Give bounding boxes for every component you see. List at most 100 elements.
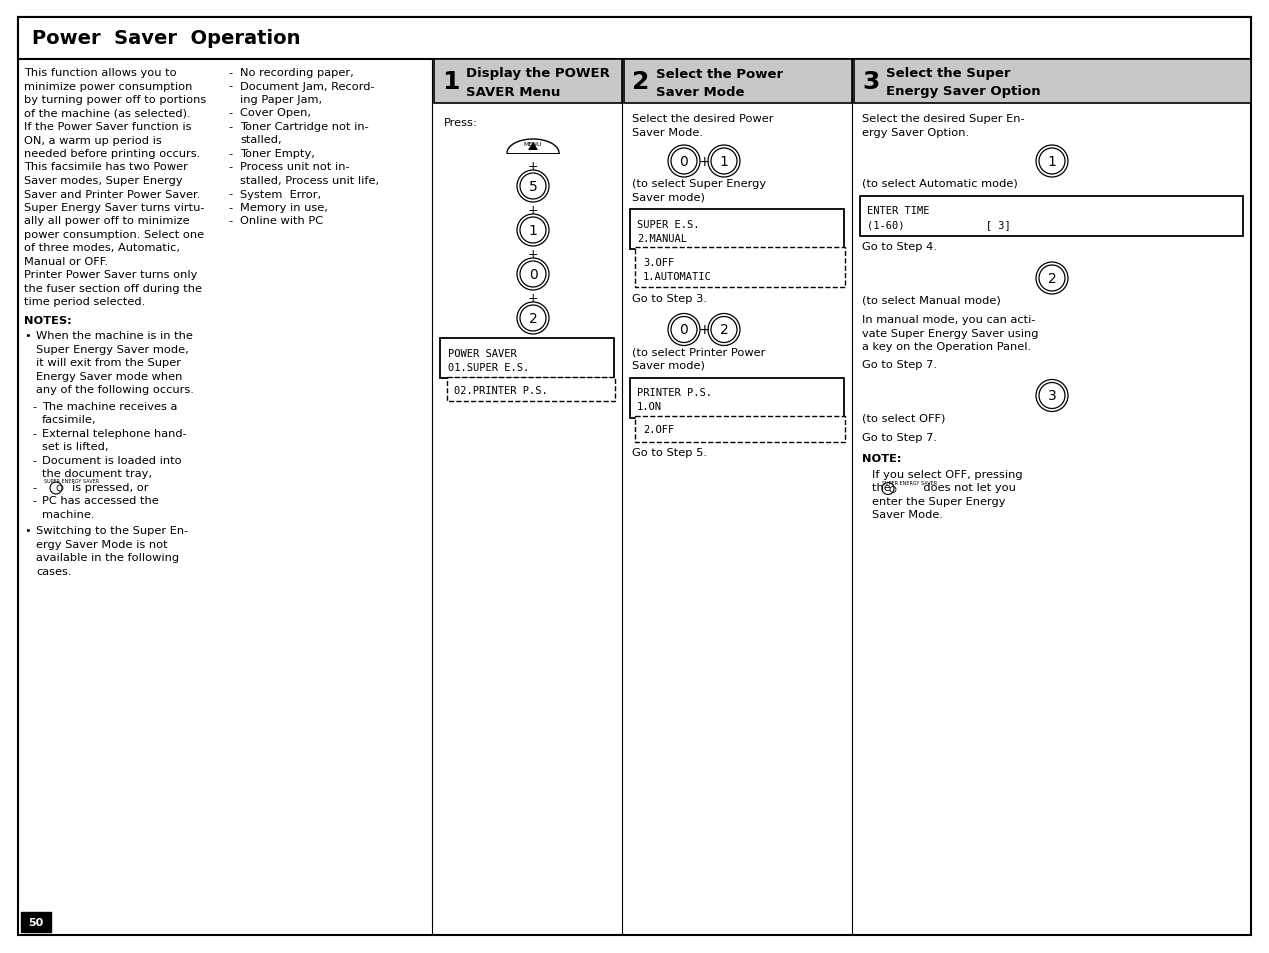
FancyBboxPatch shape: [860, 196, 1244, 236]
FancyBboxPatch shape: [18, 18, 1251, 935]
Text: 02.PRINTER P.S.: 02.PRINTER P.S.: [454, 386, 548, 395]
Text: SAVER Menu: SAVER Menu: [466, 86, 561, 98]
Text: 0: 0: [680, 154, 688, 169]
Text: Go to Step 3.: Go to Step 3.: [632, 294, 707, 304]
Text: (to select Printer Power: (to select Printer Power: [632, 347, 765, 357]
Text: needed before printing occurs.: needed before printing occurs.: [24, 149, 201, 159]
Text: Power  Saver  Operation: Power Saver Operation: [32, 30, 301, 49]
Text: Select the desired Super En-: Select the desired Super En-: [862, 113, 1024, 124]
Text: by turning power off to portions: by turning power off to portions: [24, 95, 207, 105]
Text: the         does not let you: the does not let you: [872, 483, 1016, 493]
Text: Memory in use,: Memory in use,: [240, 203, 327, 213]
FancyBboxPatch shape: [624, 60, 851, 104]
Text: Select the Super: Select the Super: [886, 68, 1010, 80]
Text: (1-60)             [ 3]: (1-60) [ 3]: [867, 220, 1010, 231]
Text: This facsimile has two Power: This facsimile has two Power: [24, 162, 188, 172]
Text: When the machine is in the: When the machine is in the: [36, 331, 193, 341]
Text: ally all power off to minimize: ally all power off to minimize: [24, 216, 189, 226]
Text: PRINTER P.S.: PRINTER P.S.: [637, 388, 712, 398]
Text: Select the desired Power: Select the desired Power: [632, 113, 774, 124]
Text: 3: 3: [862, 70, 879, 94]
Text: POWER SAVER: POWER SAVER: [448, 349, 516, 358]
Text: Document Jam, Record-: Document Jam, Record-: [240, 81, 374, 91]
Text: -: -: [228, 68, 232, 78]
Text: Saver and Printer Power Saver.: Saver and Printer Power Saver.: [24, 190, 201, 199]
Text: of three modes, Automatic,: of three modes, Automatic,: [24, 243, 180, 253]
Text: PC has accessed the: PC has accessed the: [42, 496, 159, 506]
Text: Process unit not in-: Process unit not in-: [240, 162, 350, 172]
Text: -: -: [228, 149, 232, 159]
Text: Saver modes, Super Energy: Saver modes, Super Energy: [24, 175, 183, 186]
Text: cases.: cases.: [36, 566, 71, 577]
Text: No recording paper,: No recording paper,: [240, 68, 354, 78]
Text: Go to Step 5.: Go to Step 5.: [632, 448, 707, 458]
Text: Online with PC: Online with PC: [240, 216, 324, 226]
Text: -: -: [32, 496, 36, 506]
Text: +: +: [528, 292, 538, 305]
FancyBboxPatch shape: [434, 60, 622, 104]
Text: If you select OFF, pressing: If you select OFF, pressing: [872, 470, 1023, 479]
Text: a key on the Operation Panel.: a key on the Operation Panel.: [862, 342, 1032, 352]
Text: Press:: Press:: [444, 118, 477, 128]
Text: NOTES:: NOTES:: [24, 315, 72, 326]
Text: Super Energy Saver turns virtu-: Super Energy Saver turns virtu-: [24, 203, 204, 213]
Text: SUPER ENERGY SAVER: SUPER ENERGY SAVER: [882, 481, 937, 486]
Text: 1: 1: [442, 70, 459, 94]
Text: SUPER E.S.: SUPER E.S.: [637, 220, 699, 230]
FancyBboxPatch shape: [629, 210, 844, 250]
Text: •: •: [24, 526, 30, 536]
Text: 2: 2: [720, 323, 728, 337]
Text: ON, a warm up period is: ON, a warm up period is: [24, 135, 161, 146]
Text: 3: 3: [1048, 389, 1056, 403]
Text: 01.SUPER E.S.: 01.SUPER E.S.: [448, 363, 529, 373]
Text: If the Power Saver function is: If the Power Saver function is: [24, 122, 192, 132]
Text: -: -: [228, 109, 232, 118]
Text: •: •: [24, 331, 30, 341]
Text: -: -: [32, 429, 36, 438]
Text: 0: 0: [529, 268, 537, 282]
Text: Saver mode): Saver mode): [632, 193, 704, 202]
Text: facsimile,: facsimile,: [42, 416, 96, 425]
Text: stalled,: stalled,: [240, 135, 282, 146]
Text: minimize power consumption: minimize power consumption: [24, 81, 193, 91]
Text: 1: 1: [1048, 154, 1056, 169]
Text: Switching to the Super En-: Switching to the Super En-: [36, 526, 188, 536]
Text: SUPER ENERGY SAVER: SUPER ENERGY SAVER: [44, 478, 99, 483]
Text: ing Paper Jam,: ing Paper Jam,: [240, 95, 322, 105]
Text: 1.ON: 1.ON: [637, 402, 662, 412]
Text: -: -: [32, 482, 36, 493]
Text: enter the Super Energy: enter the Super Energy: [872, 497, 1005, 506]
FancyBboxPatch shape: [447, 377, 615, 401]
Text: (to select OFF): (to select OFF): [862, 413, 945, 423]
FancyBboxPatch shape: [440, 338, 614, 378]
Text: Saver Mode.: Saver Mode.: [872, 510, 943, 520]
Text: Super Energy Saver mode,: Super Energy Saver mode,: [36, 345, 189, 355]
Text: ENTER TIME: ENTER TIME: [867, 206, 929, 216]
Text: ergy Saver Option.: ergy Saver Option.: [862, 128, 970, 137]
Text: -: -: [32, 401, 36, 412]
Text: vate Super Energy Saver using: vate Super Energy Saver using: [862, 329, 1038, 338]
Text: 2.MANUAL: 2.MANUAL: [637, 233, 687, 244]
Text: -: -: [228, 216, 232, 226]
Text: +: +: [528, 248, 538, 261]
Text: power consumption. Select one: power consumption. Select one: [24, 230, 204, 240]
Text: +: +: [528, 204, 538, 216]
Text: +: +: [698, 154, 709, 169]
Text: This function allows you to: This function allows you to: [24, 68, 176, 78]
Text: +: +: [528, 160, 538, 172]
Text: Document is loaded into: Document is loaded into: [42, 456, 181, 465]
FancyBboxPatch shape: [22, 912, 51, 932]
Text: stalled, Process unit life,: stalled, Process unit life,: [240, 175, 379, 186]
Text: (to select Super Energy: (to select Super Energy: [632, 179, 766, 189]
Text: MENU: MENU: [524, 142, 542, 147]
Text: 2.OFF: 2.OFF: [643, 425, 674, 435]
Text: Go to Step 7.: Go to Step 7.: [862, 433, 937, 442]
Text: 1: 1: [720, 154, 728, 169]
Text: -: -: [228, 162, 232, 172]
FancyBboxPatch shape: [634, 248, 845, 288]
Text: 1.AUTOMATIC: 1.AUTOMATIC: [643, 272, 712, 282]
Text: 2: 2: [632, 70, 650, 94]
Text: Display the POWER: Display the POWER: [466, 68, 610, 80]
Text: (to select Manual mode): (to select Manual mode): [862, 295, 1001, 306]
Text: ergy Saver Mode is not: ergy Saver Mode is not: [36, 539, 168, 550]
